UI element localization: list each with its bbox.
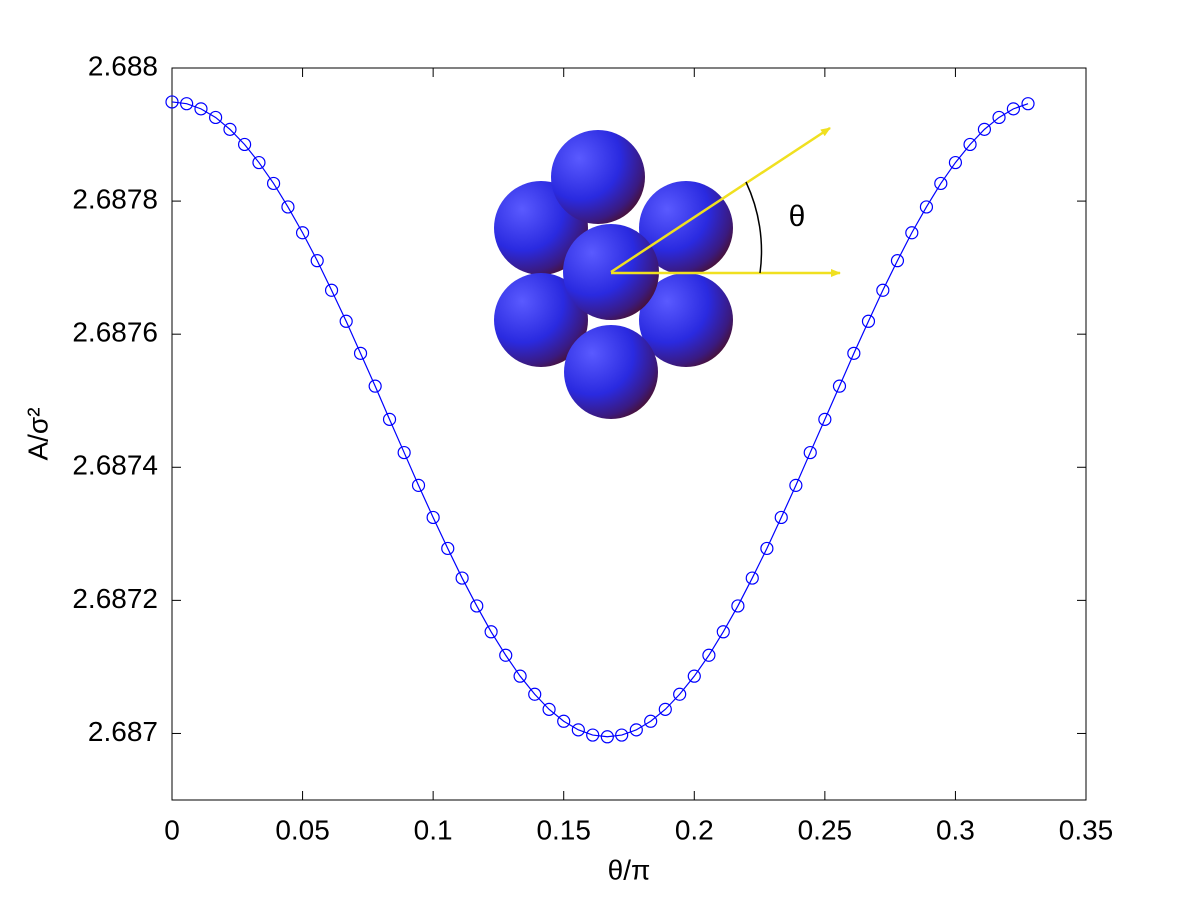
x-tick-label: 0.15 (536, 814, 591, 845)
sphere (494, 273, 588, 367)
data-point (673, 687, 687, 701)
data-point (252, 155, 266, 170)
data-point (586, 728, 600, 742)
data-point (470, 599, 484, 613)
sphere (639, 273, 733, 367)
data-point (832, 379, 847, 393)
data-point (716, 625, 730, 639)
data-point (934, 176, 948, 191)
data-point (890, 254, 905, 268)
data-point (455, 571, 469, 585)
data-point (731, 599, 745, 613)
data-point (745, 571, 759, 585)
data-point (658, 702, 672, 716)
data-point (847, 346, 861, 360)
data-point (992, 110, 1006, 125)
data-point (774, 510, 788, 525)
data-point (411, 478, 426, 492)
data-point (687, 669, 701, 683)
data-point (615, 728, 629, 742)
data-point (237, 137, 252, 152)
arrow (610, 126, 831, 274)
data-point (368, 379, 382, 393)
data-point (702, 648, 716, 662)
data-point (324, 283, 339, 297)
data-point (180, 97, 194, 111)
data-point (426, 510, 440, 525)
data-point (629, 723, 643, 737)
data-point (339, 314, 353, 328)
data-point (194, 102, 208, 116)
data-point (760, 541, 774, 556)
data-point (600, 730, 614, 744)
sphere (564, 325, 658, 419)
data-point (542, 702, 556, 716)
x-tick-label: 0.35 (1059, 814, 1114, 845)
data-point (513, 669, 527, 683)
x-tick-label: 0.2 (675, 814, 714, 845)
data-point (165, 95, 179, 109)
data-point (397, 445, 411, 460)
sphere (639, 181, 733, 275)
data-point (266, 176, 281, 191)
data-point (861, 314, 876, 328)
data-point (948, 155, 963, 170)
data-point (295, 226, 310, 240)
y-tick-label: 2.6878 (72, 183, 158, 214)
y-tick-label: 2.687 (88, 716, 158, 747)
data-point (528, 687, 542, 701)
x-tick-label: 0.25 (798, 814, 853, 845)
data-point (905, 226, 919, 240)
y-tick-label: 2.6874 (72, 450, 158, 481)
x-tick-label: 0 (164, 814, 180, 845)
angle-arc (745, 181, 763, 274)
data-point (441, 541, 455, 556)
data-point (382, 412, 397, 426)
data-point (803, 445, 817, 460)
x-tick-label: 0.3 (936, 814, 975, 845)
data-point (818, 412, 832, 426)
x-axis-label: θ/π (608, 854, 651, 885)
data-point (499, 648, 513, 662)
data-point (484, 625, 498, 639)
data-point (1021, 97, 1035, 111)
data-point (223, 122, 237, 136)
angle-label: θ (789, 200, 806, 233)
data-point (557, 714, 571, 728)
data-point (353, 346, 368, 360)
data-point (919, 200, 934, 214)
data-point (644, 714, 658, 728)
y-tick-label: 2.6872 (72, 583, 158, 614)
data-point (571, 723, 585, 737)
data-point (310, 254, 324, 268)
data-point (963, 137, 977, 152)
y-axis-label: A/σ² (22, 407, 53, 460)
data-point (1006, 102, 1021, 116)
y-tick-label: 2.688 (88, 50, 158, 81)
data-point (789, 478, 803, 492)
x-tick-label: 0.1 (414, 814, 453, 845)
data-point (977, 122, 992, 136)
data-point (209, 110, 223, 125)
x-tick-label: 0.05 (275, 814, 330, 845)
y-tick-label: 2.6876 (72, 317, 158, 348)
inset-illustration: θ (494, 126, 841, 419)
sphere (551, 130, 645, 224)
data-point (876, 283, 890, 297)
data-point (281, 200, 295, 214)
